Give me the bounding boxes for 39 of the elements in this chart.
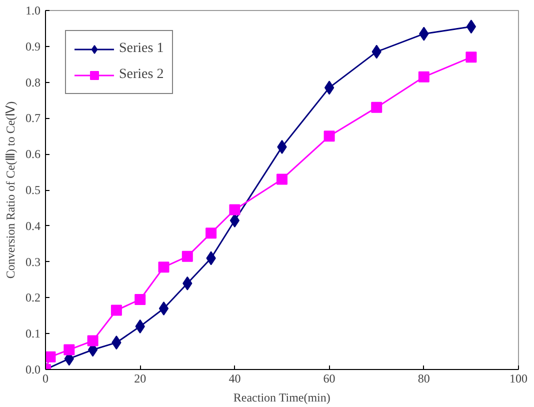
point [206, 228, 217, 239]
point [158, 301, 169, 316]
y-tick-label: 0.1 [26, 326, 40, 341]
y-tick-label: 0.2 [26, 290, 40, 305]
point [324, 130, 335, 142]
y-tick-label: 0.8 [26, 75, 40, 90]
legend-label: Series 2 [119, 67, 164, 83]
point [64, 344, 75, 356]
point [371, 102, 382, 113]
x-tick-label: 40 [228, 372, 241, 386]
y-tick-label: 0.3 [26, 254, 40, 269]
x-axis-title: Reaction Time(min) [233, 390, 330, 404]
y-tick-label: 0.0 [26, 362, 40, 376]
legend-label: Series 1 [119, 41, 164, 57]
y-tick-label: 0.5 [26, 183, 40, 197]
point [229, 204, 240, 216]
y-tick-label: 0.7 [26, 111, 40, 126]
point [466, 52, 477, 63]
x-tick-label: 20 [134, 372, 146, 386]
y-tick-label: 0.4 [26, 218, 40, 233]
point [46, 351, 56, 362]
x-tick-label: 80 [418, 372, 430, 386]
point [110, 304, 122, 316]
point [418, 71, 430, 82]
point [158, 262, 170, 273]
point [230, 214, 240, 228]
y-axis-title: Conversion Ratio of Ce(Ⅲ) to Ce(Ⅳ) [4, 101, 18, 279]
point [276, 174, 288, 185]
point [134, 294, 146, 305]
x-tick-label: 100 [510, 372, 528, 386]
point [182, 250, 193, 262]
point [87, 335, 98, 346]
point [466, 20, 476, 34]
y-tick-label: 1.0 [26, 4, 40, 18]
x-tick-label: 60 [323, 372, 336, 386]
y-tick-label: 0.9 [26, 39, 40, 54]
x-tick-label: 0 [42, 372, 48, 386]
point [324, 80, 334, 95]
y-tick-label: 0.6 [26, 147, 40, 162]
